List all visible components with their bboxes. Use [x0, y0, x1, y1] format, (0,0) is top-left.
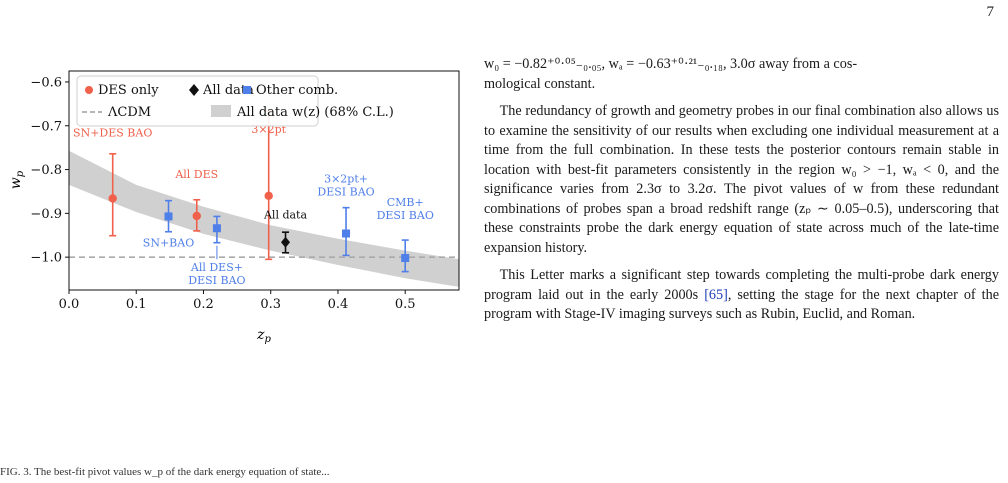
legend-marker	[189, 84, 199, 96]
result-line-2: mological constant.	[484, 75, 596, 92]
x-tick-label: 0.3	[260, 297, 281, 312]
conclusion-text-a: This Letter marks a significant step tow…	[484, 267, 999, 303]
data-point	[264, 191, 273, 201]
wp-zp-chart: 0.0 0.1 0.2 0.3 0.4 0.5 −0.6 −0.7 −0.8 −0.9 −1.0 S…	[8, 70, 460, 345]
citation-link[interactable]: [65]	[704, 286, 728, 303]
confidence-band	[69, 150, 459, 287]
point-label: All DES	[174, 168, 218, 181]
x-tick-label: 0.0	[59, 297, 80, 312]
page-number: 7	[986, 4, 995, 20]
data-point	[342, 229, 351, 238]
legend-marker	[243, 86, 251, 94]
figure-caption-fragment: FIG. 3. The best-fit pivot values w_p of…	[0, 466, 330, 478]
paragraph-redundancy: The redundancy of growth and geometry pr…	[484, 103, 999, 256]
legend-label: DES only	[98, 83, 159, 98]
legend-marker	[211, 105, 231, 117]
result-line-1: w₀ = −0.82⁺⁰·⁰⁵₋₀.₀₅, wₐ = −0.63⁺⁰·²¹₋₀.…	[484, 56, 858, 72]
legend-label: Other comb.	[256, 83, 338, 98]
x-tick-label: 0.5	[395, 297, 416, 312]
point-label: SN+DES BAO	[73, 126, 152, 139]
data-point	[212, 224, 221, 233]
x-tick-label: 0.4	[328, 297, 349, 312]
y-tick-label: −0.8	[30, 163, 62, 178]
body-text-column: w₀ = −0.82⁺⁰·⁰⁵₋₀.₀₅, wₐ = −0.63⁺⁰·²¹₋₀.…	[484, 55, 999, 325]
figure-wp-vs-zp: 0.0 0.1 0.2 0.3 0.4 0.5 −0.6 −0.7 −0.8 −0.9 −1.0 S…	[0, 0, 480, 479]
x-axis-label: zp	[256, 327, 271, 345]
paragraph-result: w₀ = −0.82⁺⁰·⁰⁵₋₀.₀₅, wₐ = −0.63⁺⁰·²¹₋₀.…	[484, 55, 999, 94]
x-tick-label: 0.1	[126, 297, 147, 312]
legend-label: All data w(z) (68% C.L.)	[236, 105, 394, 120]
legend-marker	[85, 86, 93, 94]
data-point	[164, 212, 173, 221]
y-axis-label: wp	[8, 170, 26, 189]
y-tick-label: −0.7	[30, 119, 62, 134]
point-label: All data	[263, 208, 307, 221]
y-tick-label: −1.0	[30, 251, 62, 266]
legend-box	[76, 75, 319, 127]
data-point	[108, 194, 117, 203]
data-point	[281, 236, 291, 248]
y-tick-label: −0.6	[30, 75, 62, 90]
data-point	[401, 254, 410, 263]
data-point	[192, 211, 201, 221]
y-tick-label: −0.9	[30, 207, 62, 222]
conclusion-text-b: , setting the stage for the next chapter…	[484, 286, 1000, 323]
point-label: All DES+ DESI BAO	[188, 261, 245, 287]
x-tick-label: 0.2	[193, 297, 214, 312]
paragraph-conclusion: This Letter marks a significant step tow…	[484, 266, 999, 325]
point-label: CMB+ DESI BAO	[377, 196, 434, 222]
point-label: 3×2pt+ DESI BAO	[317, 172, 374, 198]
plot-frame	[68, 70, 460, 291]
point-label: SN+BAO	[143, 236, 194, 249]
legend-label: ΛCDM	[107, 105, 151, 120]
legend-label: All data	[202, 83, 254, 98]
